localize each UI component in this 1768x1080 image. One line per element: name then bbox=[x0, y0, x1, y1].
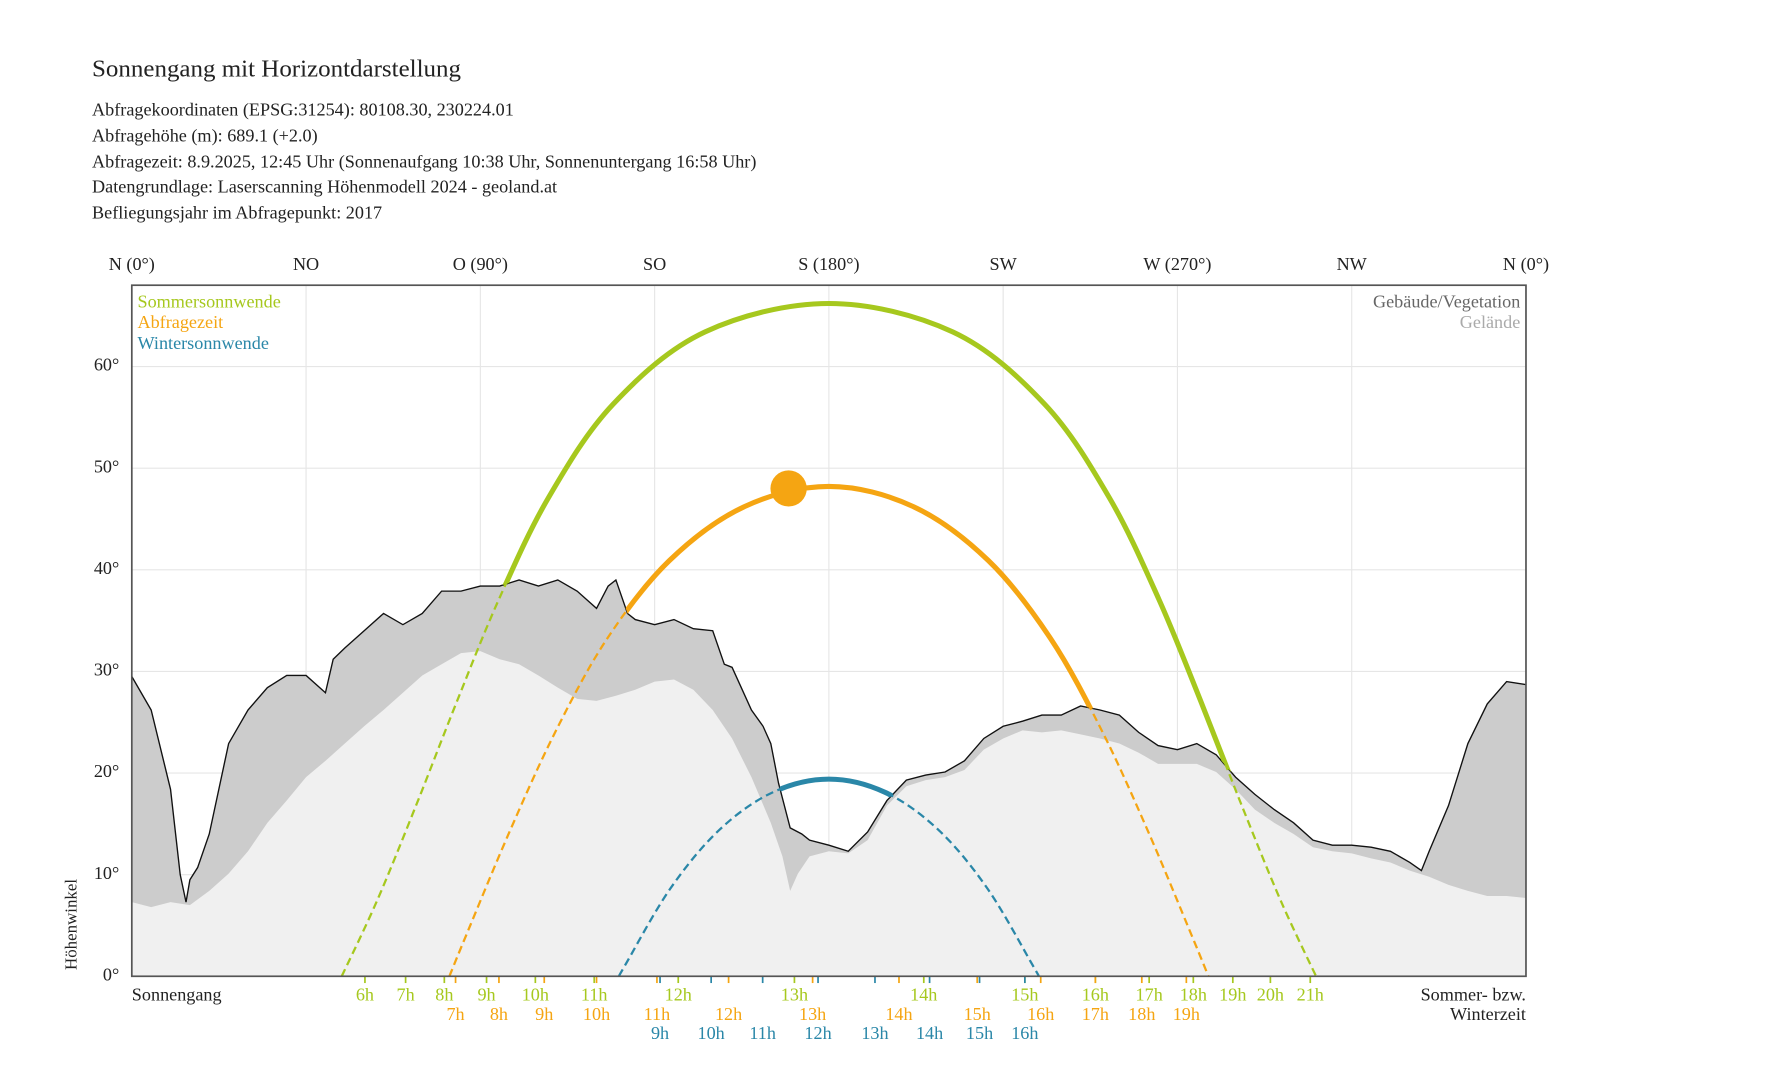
hour-label: 16h bbox=[1027, 1004, 1054, 1024]
info-line: Befliegungsjahr im Abfragepunkt: 2017 bbox=[92, 202, 382, 222]
hour-label: 16h bbox=[1082, 985, 1109, 1005]
y-tick-label: 60° bbox=[94, 355, 119, 375]
hour-label: 11h bbox=[644, 1004, 671, 1024]
terrain-area bbox=[131, 651, 1526, 977]
row-note: Sommer- bzw. bbox=[1421, 985, 1526, 1005]
hour-label: 12h bbox=[804, 1023, 831, 1043]
hour-label: 11h bbox=[581, 985, 608, 1005]
x-tick-label: N (0°) bbox=[1503, 254, 1549, 275]
hour-label: 14h bbox=[910, 985, 937, 1005]
legend-entry: Abfragezeit bbox=[137, 312, 223, 332]
info-line: Datengrundlage: Laserscanning Höhenmodel… bbox=[92, 176, 557, 196]
hour-label: 9h bbox=[477, 985, 495, 1005]
y-tick-label: 40° bbox=[94, 558, 119, 578]
y-tick-label: 0° bbox=[103, 964, 119, 984]
hour-label: 21h bbox=[1297, 985, 1324, 1005]
hour-label: 11h bbox=[749, 1023, 776, 1043]
hour-label: 13h bbox=[781, 985, 808, 1005]
hour-label: 17h bbox=[1082, 1004, 1109, 1024]
hour-label: 18h bbox=[1180, 985, 1207, 1005]
hour-label: 18h bbox=[1128, 1004, 1155, 1024]
hour-label: 15h bbox=[966, 1023, 993, 1043]
hour-label: 19h bbox=[1173, 1004, 1200, 1024]
hour-label: 13h bbox=[861, 1023, 888, 1043]
info-line: Abfragekoordinaten (EPSG:31254): 80108.3… bbox=[92, 100, 514, 121]
hour-label: 13h bbox=[799, 1004, 826, 1024]
plot-frame bbox=[130, 284, 1527, 978]
x-tick-label: O (90°) bbox=[453, 254, 508, 275]
hour-label: 7h bbox=[446, 1004, 464, 1024]
terrain-outline bbox=[131, 578, 1527, 903]
hour-label: 7h bbox=[397, 985, 415, 1005]
y-tick-label: 50° bbox=[94, 456, 119, 476]
hour-label: 8h bbox=[435, 985, 453, 1005]
y-axis-label: Höhenwinkel bbox=[62, 879, 81, 970]
hour-label: 12h bbox=[665, 985, 692, 1005]
row-note: Winterzeit bbox=[1450, 1004, 1526, 1024]
legend-entry: Gebäude/Vegetation bbox=[1373, 291, 1520, 311]
x-tick-label: SW bbox=[990, 254, 1018, 274]
info-line: Abfragehöhe (m): 689.1 (+2.0) bbox=[92, 126, 318, 147]
legend-entry: Sommersonnwende bbox=[137, 291, 280, 311]
x-tick-label: W (270°) bbox=[1143, 254, 1211, 275]
hour-label: 9h bbox=[535, 1004, 553, 1024]
y-tick-label: 30° bbox=[94, 660, 119, 680]
row-label: Sonnengang bbox=[132, 985, 222, 1005]
hour-label: 14h bbox=[885, 1004, 912, 1024]
hour-label: 10h bbox=[522, 985, 549, 1005]
hour-label: 15h bbox=[1011, 985, 1038, 1005]
hour-label: 20h bbox=[1257, 985, 1284, 1005]
legend-entry: Gelände bbox=[1460, 312, 1521, 332]
legend-entry: Wintersonnwende bbox=[137, 333, 268, 353]
hour-label: 10h bbox=[583, 1004, 610, 1024]
sun-path-hidden bbox=[340, 302, 1318, 977]
hour-label: 16h bbox=[1011, 1023, 1038, 1043]
sun-path-visible bbox=[616, 776, 1042, 903]
x-tick-label: S (180°) bbox=[798, 254, 859, 275]
hour-label: 15h bbox=[964, 1004, 991, 1024]
x-tick-label: N (0°) bbox=[109, 254, 155, 275]
y-tick-label: 20° bbox=[94, 761, 119, 781]
y-tick-label: 10° bbox=[94, 863, 119, 883]
hour-label: 17h bbox=[1136, 985, 1163, 1005]
x-tick-label: NW bbox=[1337, 254, 1368, 274]
x-tick-label: NO bbox=[293, 254, 319, 274]
hour-label: 10h bbox=[698, 1023, 725, 1043]
x-tick-label: SO bbox=[643, 254, 666, 274]
hour-label: 19h bbox=[1219, 985, 1246, 1005]
hour-label: 12h bbox=[715, 1004, 742, 1024]
hour-label: 9h bbox=[651, 1023, 669, 1043]
hour-label: 6h bbox=[356, 985, 374, 1005]
hour-label: 14h bbox=[916, 1023, 943, 1043]
info-line: Abfragezeit: 8.9.2025, 12:45 Uhr (Sonnen… bbox=[92, 152, 756, 173]
chart-title: Sonnengang mit Horizontdarstellung bbox=[92, 56, 461, 83]
hour-label: 8h bbox=[490, 1004, 508, 1024]
sun-marker bbox=[770, 470, 807, 507]
